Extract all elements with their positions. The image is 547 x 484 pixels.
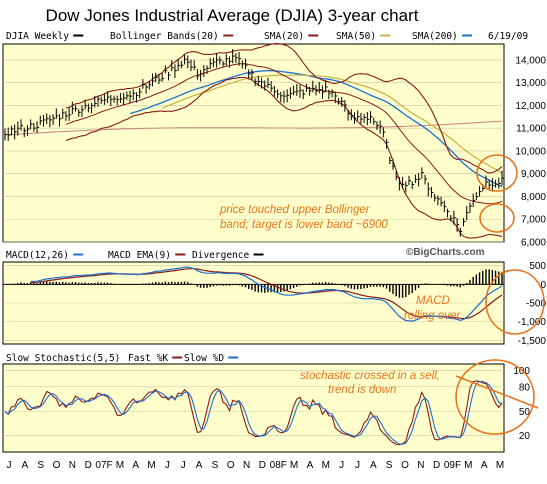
price-y-tick-label: 6,000 bbox=[521, 238, 546, 249]
annotation-bollinger-2: band; target is lower band ~6900 bbox=[220, 219, 388, 231]
macd-y-tick-label: 0 bbox=[540, 280, 546, 291]
x-axis-label: N bbox=[69, 460, 76, 471]
legend-label: DJIA Weekly bbox=[6, 31, 69, 42]
macd-y-tick-label: -500 bbox=[526, 299, 546, 310]
chart-title: Dow Jones Industrial Average (DJIA) 3-ye… bbox=[46, 6, 419, 25]
legend-label: MACD(12,26) bbox=[6, 250, 69, 261]
sma-long-line bbox=[4, 120, 503, 136]
price-y-tick-label: 13,000 bbox=[515, 78, 546, 89]
x-axis-label: D bbox=[259, 460, 266, 471]
x-axis-label: O bbox=[53, 460, 61, 471]
x-axis-label: M bbox=[496, 460, 504, 471]
annotation-circle-lower bbox=[479, 203, 515, 233]
macd-panel: 500 0 -500 -1,000 -1,500 MACD(12,26) MACD EMA… bbox=[2, 250, 547, 347]
x-axis-label: O bbox=[227, 460, 235, 471]
x-axis-label: O bbox=[401, 460, 409, 471]
x-axis-label: M bbox=[116, 460, 124, 471]
x-axis-label: M bbox=[290, 460, 298, 471]
x-axis-label: 08F bbox=[270, 460, 287, 471]
stochastic-series bbox=[4, 380, 503, 446]
x-axis-label: M bbox=[147, 460, 155, 471]
legend-label: 6/19/09 bbox=[488, 31, 528, 42]
legend-label: SMA(20) bbox=[264, 31, 304, 42]
annotation-macd-1: MACD bbox=[416, 295, 450, 307]
price-y-tick-label: 12,000 bbox=[515, 101, 546, 112]
bollinger-upper-line bbox=[65, 42, 503, 174]
stochastic-y-tick-label: 20 bbox=[519, 431, 531, 442]
x-axis-label: A bbox=[22, 460, 29, 471]
annotation-circle-macd bbox=[485, 269, 545, 335]
x-axis-label: J bbox=[181, 460, 186, 471]
price-grid bbox=[3, 59, 504, 243]
x-axis-label: M bbox=[464, 460, 472, 471]
macd-legend: MACD(12,26) MACD EMA(9) Divergence bbox=[6, 250, 264, 261]
macd-series bbox=[3, 266, 504, 322]
legend-label: Fast %K bbox=[128, 353, 168, 364]
price-y-tick-label: 7,000 bbox=[521, 215, 546, 226]
stochastic-y-tick-label: 80 bbox=[519, 382, 531, 393]
price-y-tick-label: 10,000 bbox=[515, 146, 546, 157]
annotation-bollinger-1: price touched upper Bollinger bbox=[219, 204, 371, 216]
price-legend: DJIA Weekly Bollinger Bands(20) SMA(20) SMA… bbox=[6, 31, 528, 42]
annotation-stoch-1: stochastic crossed in a sell, bbox=[300, 370, 440, 382]
x-axis-label: 09F bbox=[444, 460, 461, 471]
x-axis-label: D bbox=[433, 460, 440, 471]
x-axis-labels: J A S O N D 07F M A M J J A S O N D 08F M A M J J A S O N D 09F M A M bbox=[7, 460, 505, 471]
bollinger-lower-line bbox=[65, 76, 503, 239]
macd-y-tick-labels: 500 0 -500 -1,000 -1,500 bbox=[518, 261, 547, 347]
legend-label: Bollinger Bands(20) bbox=[110, 31, 219, 42]
legend-label: MACD EMA(9) bbox=[108, 250, 171, 261]
x-axis-label: J bbox=[339, 460, 344, 471]
annotation-macd-2: rolling over bbox=[404, 310, 461, 322]
price-panel: 14,000 13,000 12,000 11,000 10,000 9,000 8,000… bbox=[2, 31, 546, 258]
x-axis-label: A bbox=[196, 460, 203, 471]
sma20-line bbox=[65, 63, 503, 205]
x-axis-label: S bbox=[212, 460, 219, 471]
legend-label: SMA(200) bbox=[412, 31, 458, 42]
price-series bbox=[4, 42, 504, 239]
stochastic-legend: Slow Stochastic(5,5) Fast %K Slow %D bbox=[6, 353, 239, 364]
watermark: ©BigCharts.com bbox=[406, 247, 485, 258]
stochastic-y-tick-label: 100 bbox=[513, 366, 530, 377]
stoch-trendline bbox=[455, 375, 539, 409]
x-axis-label: D bbox=[85, 460, 92, 471]
stochastic-y-tick-labels: 100 80 50 20 bbox=[513, 366, 530, 442]
fast-k-line bbox=[4, 380, 503, 446]
x-axis-label: N bbox=[417, 460, 424, 471]
x-axis-label: J bbox=[7, 460, 12, 471]
price-y-tick-label: 11,000 bbox=[516, 124, 546, 135]
macd-y-tick-label: -1,500 bbox=[518, 336, 547, 347]
stochastic-y-tick-label: 50 bbox=[519, 407, 531, 418]
price-y-tick-label: 8,000 bbox=[521, 192, 546, 203]
legend-label: Slow Stochastic(5,5) bbox=[6, 353, 120, 364]
annotation-circle-stoch bbox=[455, 359, 535, 435]
price-y-tick-labels: 14,000 13,000 12,000 11,000 10,000 9,000 8,000… bbox=[515, 55, 546, 248]
annotation-stoch-2: trend is down bbox=[328, 384, 396, 396]
x-axis-label: 07F bbox=[95, 460, 112, 471]
x-axis-label: A bbox=[307, 460, 314, 471]
x-axis-label: M bbox=[322, 460, 330, 471]
price-y-tick-label: 9,000 bbox=[521, 169, 546, 180]
x-axis-label: S bbox=[386, 460, 393, 471]
legend-label: SMA(50) bbox=[336, 31, 376, 42]
macd-y-tick-label: 500 bbox=[529, 261, 546, 272]
x-axis-label: A bbox=[370, 460, 377, 471]
legend-label: Slow %D bbox=[184, 353, 224, 364]
x-axis-label: A bbox=[481, 460, 488, 471]
slow-d-line bbox=[4, 380, 503, 445]
x-axis-label: N bbox=[243, 460, 250, 471]
macd-line bbox=[30, 266, 503, 322]
x-axis-label: J bbox=[165, 460, 170, 471]
legend-label: Divergence bbox=[192, 250, 249, 261]
annotation-circle-upper bbox=[476, 154, 518, 192]
stochastic-plot-area bbox=[2, 363, 505, 453]
price-y-tick-label: 14,000 bbox=[515, 55, 546, 66]
sma50-line bbox=[161, 74, 503, 174]
x-axis-label: S bbox=[37, 460, 44, 471]
x-axis-label: J bbox=[355, 460, 360, 471]
x-axis-label: A bbox=[132, 460, 139, 471]
macd-y-tick-label: -1,000 bbox=[518, 317, 547, 328]
